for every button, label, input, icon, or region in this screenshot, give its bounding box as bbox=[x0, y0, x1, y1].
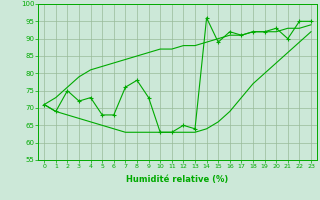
X-axis label: Humidité relative (%): Humidité relative (%) bbox=[126, 175, 229, 184]
